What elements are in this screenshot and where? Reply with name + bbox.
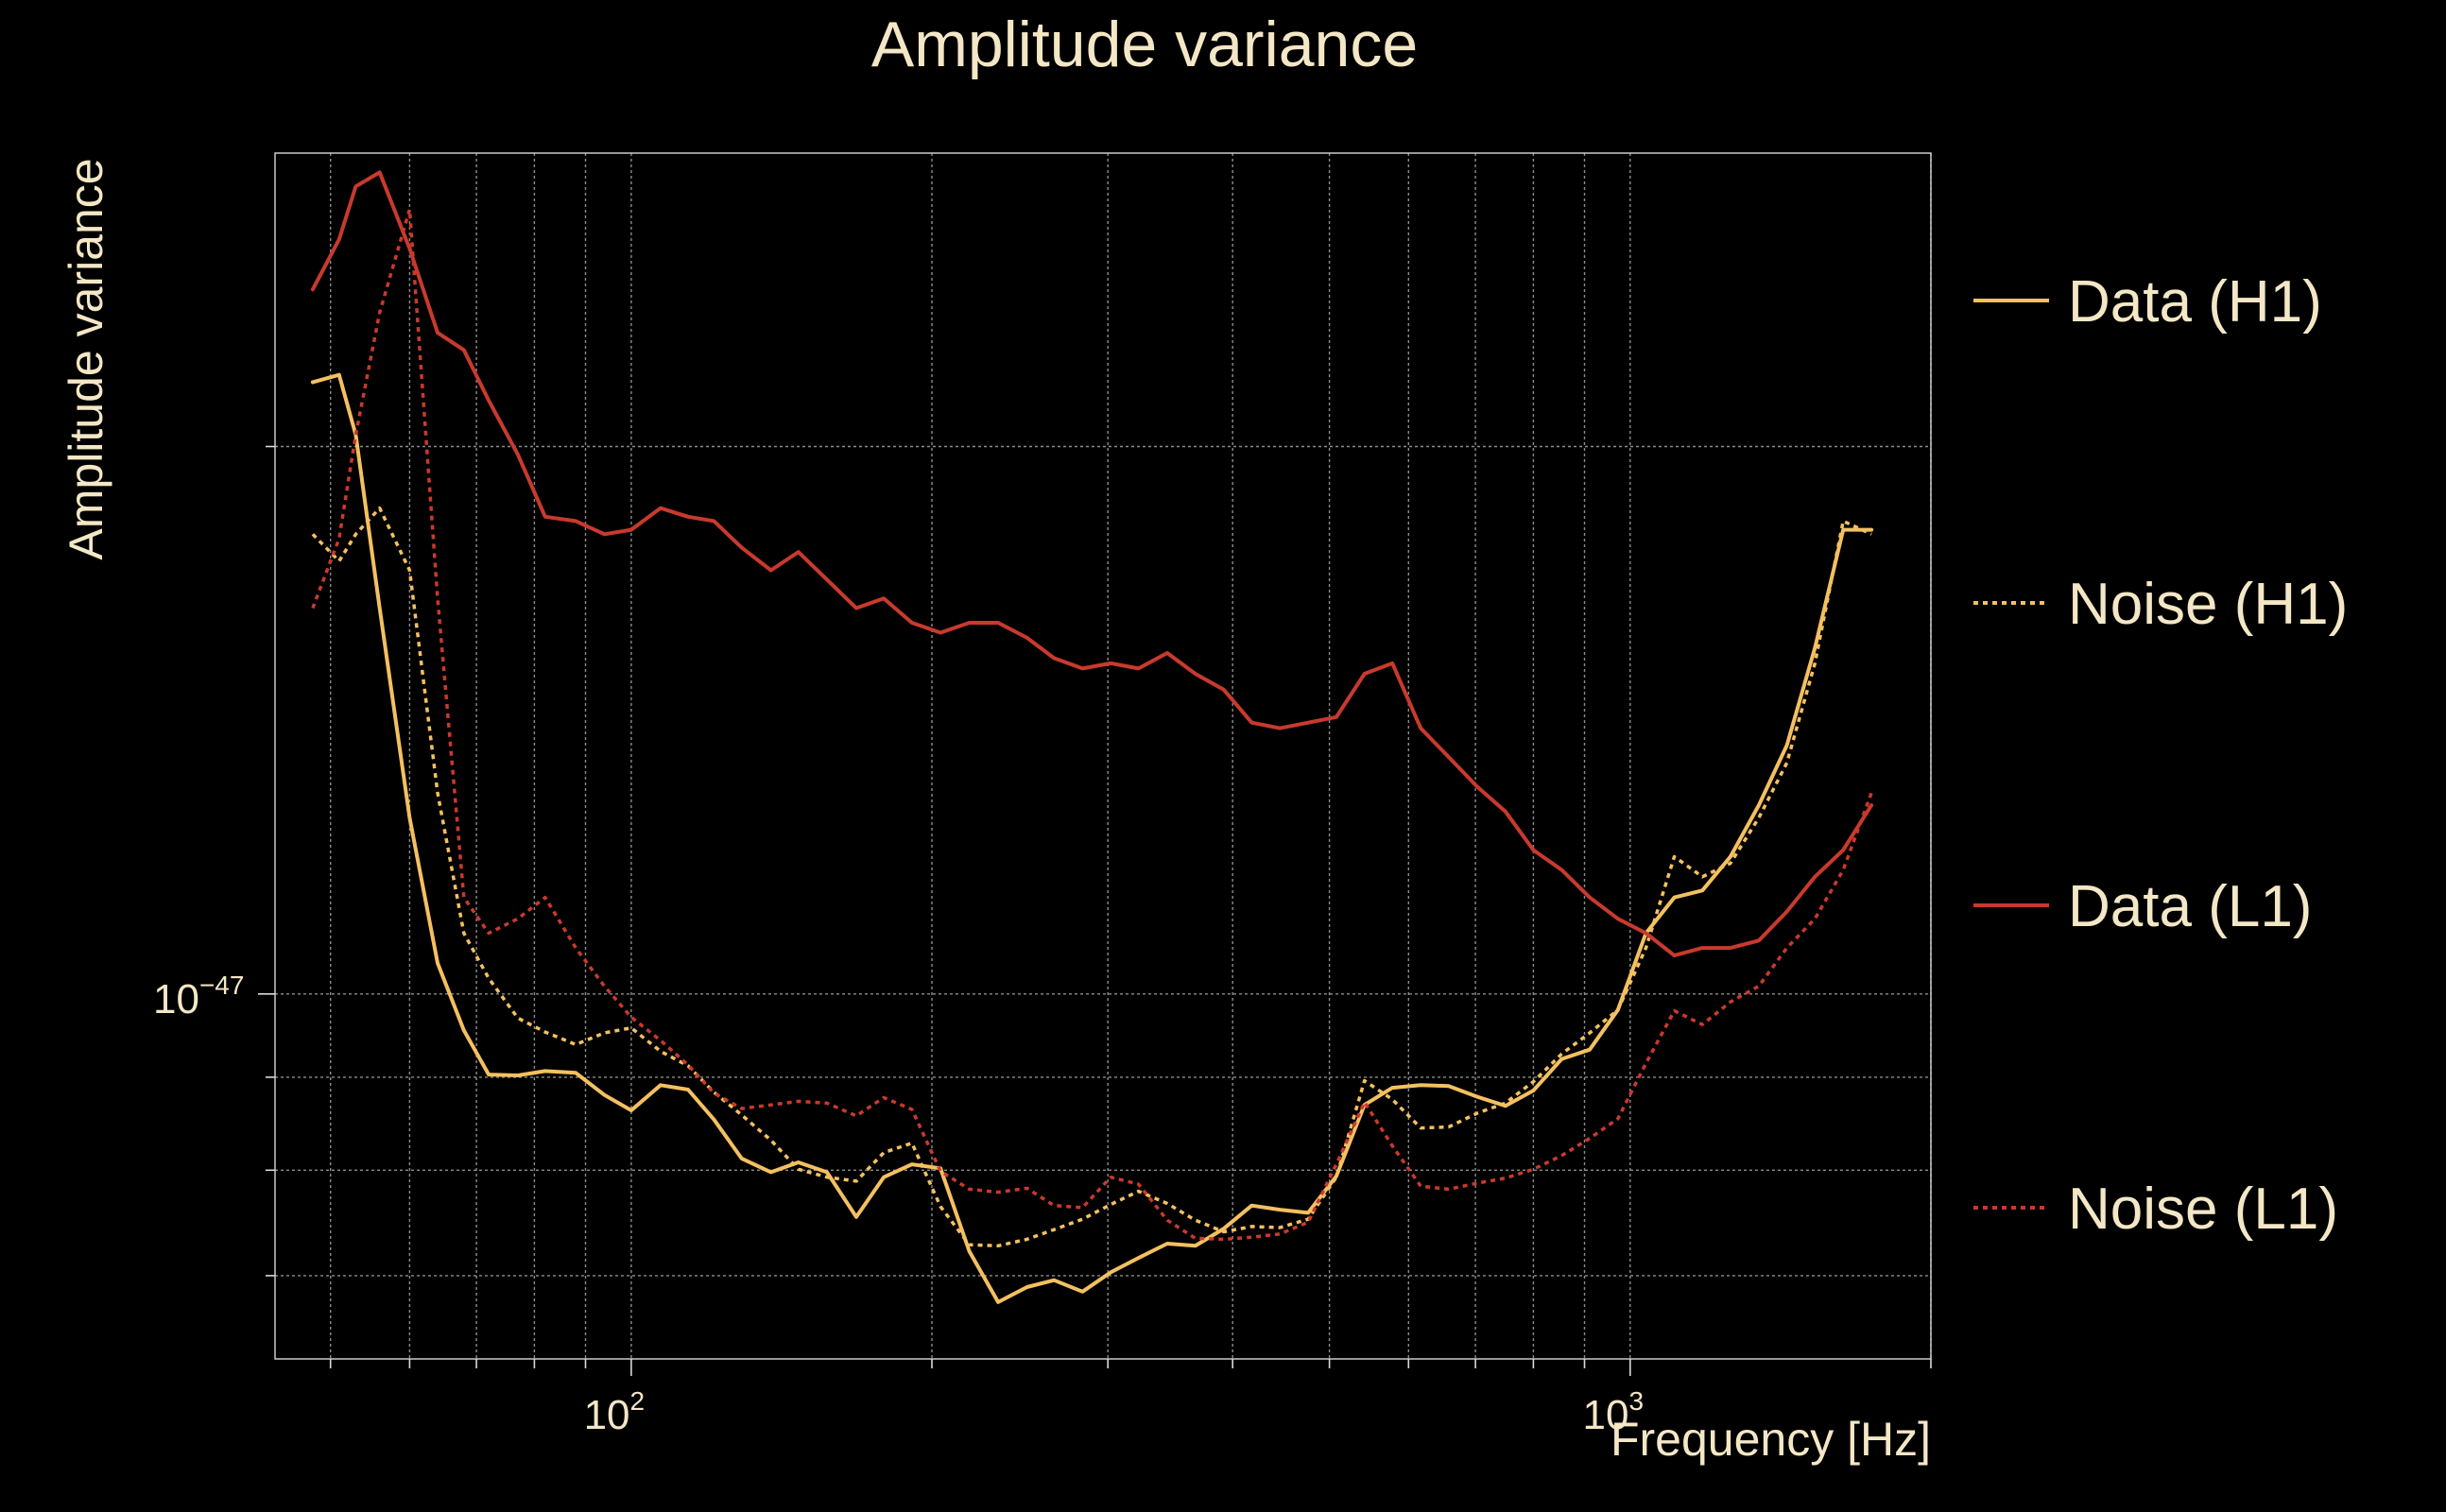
legend-label: Data (H1) (2068, 269, 2322, 335)
x-axis-label: Frequency [Hz] (1611, 1413, 1931, 1466)
plot-frame (274, 152, 1932, 1360)
x-tick-label: 102 (584, 1386, 646, 1438)
legend-label: Noise (H1) (2068, 572, 2348, 637)
series-line-2 (311, 506, 1872, 1248)
legend: Data (H1) Noise (H1) Data (L1) Noise (L1) (1973, 269, 2348, 1242)
series-lines (310, 170, 1874, 1304)
series-line-4 (311, 207, 1873, 1242)
y-tick-label: 10−47 (153, 971, 244, 1022)
series-line-1 (310, 372, 1874, 1304)
grid (275, 153, 1932, 1359)
legend-label: Noise (L1) (2068, 1177, 2338, 1242)
legend-label: Data (L1) (2068, 874, 2312, 939)
series-line-3 (310, 170, 1874, 958)
chart-title: Amplitude variance (871, 9, 1418, 80)
y-axis-label: Amplitude variance (60, 158, 112, 559)
axis-ticks: 102 103 10−47 (153, 445, 1932, 1438)
x-tick-label: 103 (1583, 1386, 1645, 1438)
